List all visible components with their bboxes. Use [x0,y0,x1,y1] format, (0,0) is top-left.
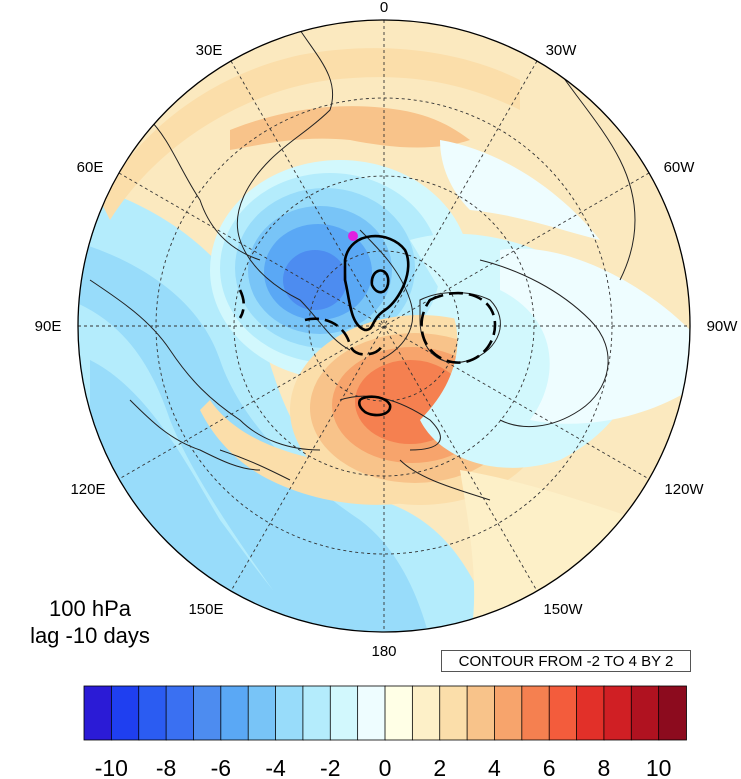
colorbar-tick-label: 8 [598,755,611,779]
lon-label-60w: 60W [664,159,696,176]
lon-label-30w: 30W [546,42,578,59]
anomaly-contours [238,234,497,417]
colorbar-swatch [548,685,578,741]
lon-label-30e: 30E [196,42,223,59]
colorbar: -10 -8 -6 -4 -2 0 2 4 6 8 10 [83,685,687,779]
colorbar-tick-label: 10 [646,755,672,779]
colorbar-swatch [329,685,359,741]
contour-info-box: CONTOUR FROM -2 TO 4 BY 2 [441,650,691,672]
colorbar-tick-label: 0 [379,755,392,779]
colorbar-swatch [302,685,332,741]
colorbar-tick-label: 4 [488,755,501,779]
colorbar-swatch [275,685,304,741]
lon-label-90e: 90E [35,318,62,335]
lon-label-60e: 60E [77,159,104,176]
lon-label-120w: 120W [664,481,704,498]
colorbar-tick-label: 6 [543,755,556,779]
colorbar-tick-label: -6 [211,755,231,779]
colorbar-tick-label: -4 [265,755,286,779]
colorbar-swatch [576,685,605,741]
colorbar-swatch [494,685,523,741]
colorbar-swatch [630,685,660,741]
colorbar-swatch [110,685,140,741]
colorbar-swatch [603,685,633,741]
graticule [78,20,690,632]
colorbar-tick-label: 2 [433,755,446,779]
lon-label-150w: 150W [543,601,583,618]
level-label: 100 hPa [49,596,131,621]
colorbar-swatch [466,685,496,741]
annotation-block: 100 hPa lag -10 days [10,595,170,649]
colorbar-swatch [83,685,113,741]
lon-label-180: 180 [371,643,396,660]
anomaly-shading [78,20,690,632]
lon-label-150e: 150E [188,601,223,618]
colorbar-swatch [411,685,441,741]
lon-label-0: 0 [380,0,388,16]
colorbar-swatch [658,685,687,741]
colorbar-swatch [439,685,468,741]
lag-label: lag -10 days [30,623,150,648]
colorbar-tick-label: -2 [320,755,340,779]
location-marker [348,231,358,241]
lon-label-120e: 120E [70,481,105,498]
colorbar-tick-label: -8 [156,755,176,779]
colorbar-swatch [138,685,167,741]
colorbar-tick-label: -10 [95,755,128,779]
map-border [77,19,691,633]
colorbar-swatch [247,685,277,741]
colorbar-swatch [220,685,250,741]
colorbar-swatch [165,685,195,741]
lon-label-90w: 90W [707,318,739,335]
colorbar-swatch [193,685,222,741]
colorbar-swatch [521,685,551,741]
colorbar-swatch [357,685,386,741]
colorbar-swatch [384,685,414,741]
